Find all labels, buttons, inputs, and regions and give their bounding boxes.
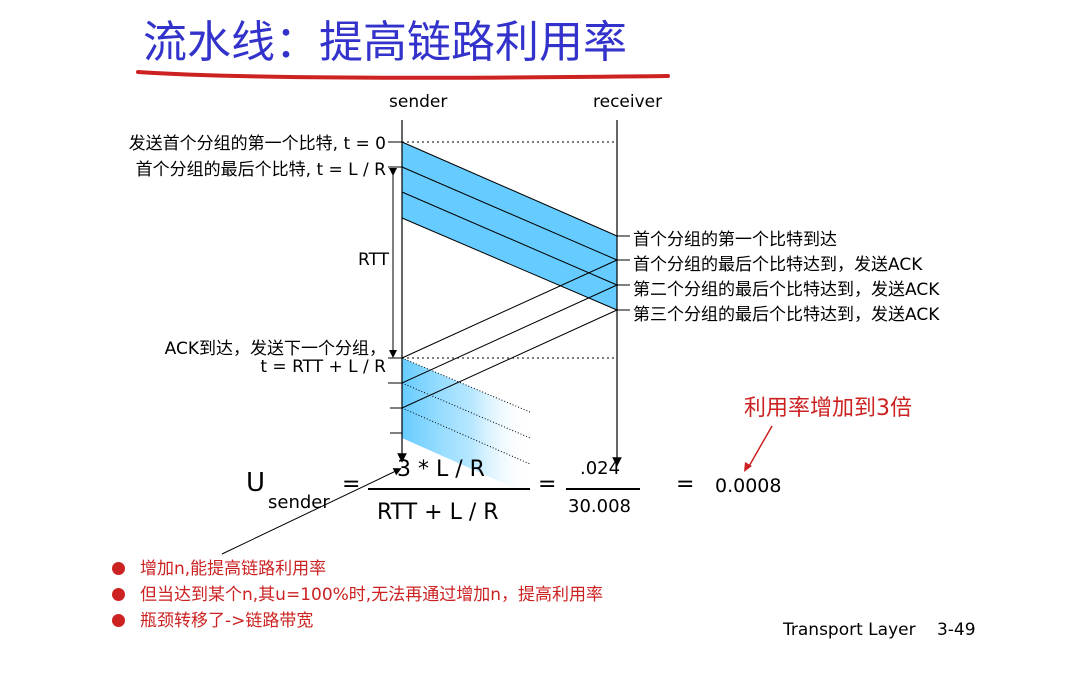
list-item: 但当达到某个n,其u=100%时,无法再通过增加n，提高利用率 — [112, 582, 603, 608]
list-item: 瓶颈转移了->链路带宽 — [112, 608, 603, 634]
formula-subscript: sender — [268, 492, 330, 513]
label-ack-arrives: ACK到达，发送下一个分组， — [164, 339, 386, 359]
bullet-pointer — [221, 468, 402, 555]
formula-u: U — [246, 468, 266, 498]
formula-numerator-value: .024 — [580, 458, 621, 479]
label-last-bit-sent: 首个分组的最后个比特, t = L / R — [135, 160, 386, 180]
right-label-1: 首个分组的第一个比特到达 — [633, 230, 837, 250]
right-label-3: 第二个分组的最后个比特达到，发送ACK — [633, 280, 940, 300]
label-rtt: RTT — [358, 250, 390, 270]
packet-band-1 — [402, 142, 617, 310]
ack-line-3 — [401, 309, 618, 409]
list-item: 增加n,能提高链路利用率 — [112, 556, 603, 582]
formula-eq1: = — [342, 472, 361, 497]
bullet-list: 增加n,能提高链路利用率 但当达到某个n,其u=100%时,无法再通过增加n，提… — [112, 556, 603, 634]
footer: Transport Layer 3-49 — [783, 620, 976, 640]
ack-line-1 — [401, 259, 618, 359]
bullet-dot — [112, 614, 125, 627]
annotation-arrow — [747, 425, 773, 469]
page-title: 流水线：提高链路利用率 — [143, 17, 627, 68]
formula-eq3: = — [676, 472, 695, 497]
bullet-dot — [112, 588, 125, 601]
title-underline — [136, 70, 670, 80]
right-label-4: 第三个分组的最后个比特达到，发送ACK — [633, 305, 940, 325]
footer-text: Transport Layer — [783, 620, 916, 640]
label-first-bit-sent: 发送首个分组的第一个比特, t = 0 — [128, 134, 386, 154]
receiver-label: receiver — [593, 92, 663, 112]
sender-label: sender — [389, 92, 448, 112]
utilization-annotation: 利用率增加到3倍 — [744, 396, 912, 421]
packet-band-2 — [402, 358, 530, 495]
right-label-2: 首个分组的最后个比特达到，发送ACK — [633, 255, 923, 275]
formula-result: 0.0008 — [715, 475, 782, 497]
bullet-dot — [112, 562, 125, 575]
formula-eq2: = — [538, 472, 557, 497]
label-ack-time: t = RTT + L / R — [260, 357, 386, 377]
formula-denominator-value: 30.008 — [568, 496, 631, 517]
page-number: 3-49 — [936, 620, 976, 640]
formula-denominator: RTT + L / R — [377, 500, 499, 525]
formula-numerator: 3 * L / R — [397, 457, 485, 482]
ack-line-2 — [401, 284, 618, 384]
